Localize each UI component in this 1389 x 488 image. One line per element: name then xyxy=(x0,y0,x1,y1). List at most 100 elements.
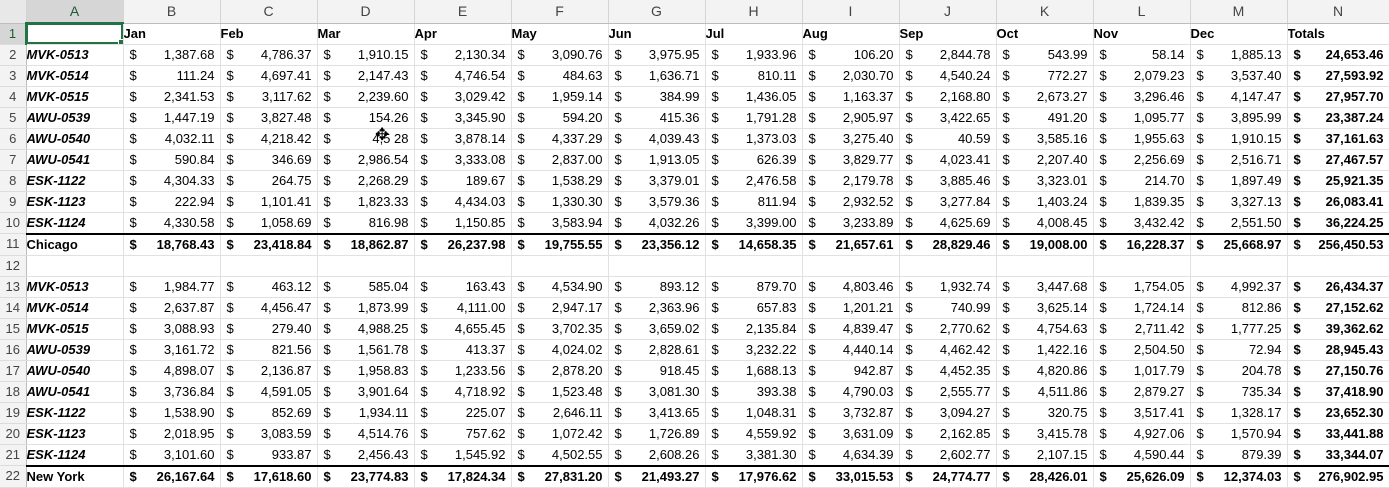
currency-cell[interactable]: $2,341.53 xyxy=(123,86,221,108)
row-header[interactable]: 21 xyxy=(0,444,27,466)
currency-cell[interactable]: $3,277.84 xyxy=(899,191,997,213)
currency-cell[interactable]: $27,593.92 xyxy=(1287,65,1389,87)
currency-cell[interactable]: $26,167.64 xyxy=(123,464,221,488)
currency-cell[interactable]: $222.94 xyxy=(123,191,221,213)
currency-cell[interactable]: $1,538.90 xyxy=(123,402,221,424)
item-code-cell[interactable]: AWU-0540 xyxy=(26,128,124,150)
currency-cell[interactable]: $1,101.41 xyxy=(220,191,318,213)
currency-cell[interactable]: $811.94 xyxy=(705,191,803,213)
currency-cell[interactable]: $2,147.43 xyxy=(317,65,415,87)
currency-cell[interactable]: $942.87 xyxy=(802,360,900,382)
empty-cell[interactable] xyxy=(802,255,900,277)
currency-cell[interactable]: $4,590.44 xyxy=(1093,444,1191,466)
currency-cell[interactable]: $1,823.33 xyxy=(317,191,415,213)
month-header-cell[interactable]: Feb xyxy=(220,23,318,45)
currency-cell[interactable]: $4,462.42 xyxy=(899,339,997,361)
currency-cell[interactable]: $543.99 xyxy=(996,44,1094,66)
currency-cell[interactable]: $1,403.24 xyxy=(996,191,1094,213)
currency-cell[interactable]: $2,932.52 xyxy=(802,191,900,213)
currency-cell[interactable]: $4,534.90 xyxy=(511,276,609,298)
currency-cell[interactable]: $12,374.03 xyxy=(1190,464,1288,488)
currency-cell[interactable]: $812.86 xyxy=(1190,297,1288,319)
currency-cell[interactable]: $4,718.92 xyxy=(414,381,512,403)
currency-cell[interactable]: $1,791.28 xyxy=(705,107,803,129)
currency-cell[interactable]: $4,032.11 xyxy=(123,128,221,150)
currency-cell[interactable]: $204.78 xyxy=(1190,360,1288,382)
item-code-cell[interactable]: ESK-1122 xyxy=(26,402,124,424)
currency-cell[interactable]: $3,296.46 xyxy=(1093,86,1191,108)
currency-cell[interactable]: $893.12 xyxy=(608,276,706,298)
item-code-cell[interactable]: ESK-1124 xyxy=(26,212,124,234)
row-header[interactable]: 7 xyxy=(0,149,27,171)
empty-cell[interactable] xyxy=(123,255,221,277)
currency-cell[interactable]: $3,233.89 xyxy=(802,212,900,234)
currency-cell[interactable]: $4,625.69 xyxy=(899,212,997,234)
currency-cell[interactable]: $2,711.42 xyxy=(1093,318,1191,340)
currency-cell[interactable]: $4,898.07 xyxy=(123,360,221,382)
currency-cell[interactable]: $735.34 xyxy=(1190,381,1288,403)
currency-cell[interactable]: $3,885.46 xyxy=(899,170,997,192)
currency-cell[interactable]: $1,934.11 xyxy=(317,402,415,424)
currency-cell[interactable]: $21,493.27 xyxy=(608,464,706,488)
row-header[interactable]: 9 xyxy=(0,191,27,213)
row-header[interactable]: 10 xyxy=(0,212,27,234)
currency-cell[interactable]: $28,426.01 xyxy=(996,464,1094,488)
row-header[interactable]: 11 xyxy=(0,233,27,256)
row-header[interactable]: 6 xyxy=(0,128,27,150)
currency-cell[interactable]: $413.37 xyxy=(414,339,512,361)
currency-cell[interactable]: $2,136.87 xyxy=(220,360,318,382)
currency-cell[interactable]: $3,447.68 xyxy=(996,276,1094,298)
currency-cell[interactable]: $2,079.23 xyxy=(1093,65,1191,87)
city-name-cell[interactable]: New York xyxy=(26,464,124,488)
currency-cell[interactable]: $3,117.62 xyxy=(220,86,318,108)
currency-cell[interactable]: $4,514.76 xyxy=(317,423,415,445)
column-header-c[interactable]: C xyxy=(220,0,318,24)
empty-cell[interactable] xyxy=(705,255,803,277)
empty-cell[interactable] xyxy=(608,255,706,277)
currency-cell[interactable]: $2,555.77 xyxy=(899,381,997,403)
column-header-a[interactable]: A xyxy=(26,0,124,24)
currency-cell[interactable]: $4,540.24 xyxy=(899,65,997,87)
currency-cell[interactable]: $3,232.22 xyxy=(705,339,803,361)
empty-cell[interactable] xyxy=(317,255,415,277)
currency-cell[interactable]: $154.26 xyxy=(317,107,415,129)
currency-cell[interactable]: $1,913.05 xyxy=(608,149,706,171)
column-header-j[interactable]: J xyxy=(899,0,997,24)
column-header-f[interactable]: F xyxy=(511,0,609,24)
currency-cell[interactable]: $384.99 xyxy=(608,86,706,108)
currency-cell[interactable]: $3,088.93 xyxy=(123,318,221,340)
currency-cell[interactable]: $1,373.03 xyxy=(705,128,803,150)
month-header-cell[interactable]: Oct xyxy=(996,23,1094,45)
currency-cell[interactable]: $2,673.27 xyxy=(996,86,1094,108)
currency-cell[interactable]: $17,824.34 xyxy=(414,464,512,488)
currency-cell[interactable]: $23,652.30 xyxy=(1287,402,1389,424)
currency-cell[interactable]: $276,902.95 xyxy=(1287,464,1389,488)
column-header-b[interactable]: B xyxy=(123,0,221,24)
currency-cell[interactable]: $3,827.48 xyxy=(220,107,318,129)
empty-cell[interactable] xyxy=(899,255,997,277)
currency-cell[interactable]: $214.70 xyxy=(1093,170,1191,192)
currency-cell[interactable]: $879.39 xyxy=(1190,444,1288,466)
currency-cell[interactable]: $2,879.27 xyxy=(1093,381,1191,403)
currency-cell[interactable]: $3,327.13 xyxy=(1190,191,1288,213)
currency-cell[interactable]: $3,625.14 xyxy=(996,297,1094,319)
currency-cell[interactable]: $2,239.60 xyxy=(317,86,415,108)
row-header[interactable]: 3 xyxy=(0,65,27,87)
currency-cell[interactable]: $2,268.29 xyxy=(317,170,415,192)
currency-cell[interactable]: $463.12 xyxy=(220,276,318,298)
item-code-cell[interactable]: ESK-1123 xyxy=(26,423,124,445)
column-header-h[interactable]: H xyxy=(705,0,803,24)
currency-cell[interactable]: $1,387.68 xyxy=(123,44,221,66)
currency-cell[interactable]: $1,163.37 xyxy=(802,86,900,108)
currency-cell[interactable]: $25,668.97 xyxy=(1190,232,1288,256)
currency-cell[interactable]: $18,862.87 xyxy=(317,232,415,256)
currency-cell[interactable]: $23,774.83 xyxy=(317,464,415,488)
currency-cell[interactable]: $585.04 xyxy=(317,276,415,298)
city-name-cell[interactable]: Chicago xyxy=(26,232,124,256)
currency-cell[interactable]: $3,029.42 xyxy=(414,86,512,108)
currency-cell[interactable]: $2,828.61 xyxy=(608,339,706,361)
currency-cell[interactable]: $1,932.74 xyxy=(899,276,997,298)
currency-cell[interactable]: $256,450.53 xyxy=(1287,232,1389,256)
currency-cell[interactable]: $3,732.87 xyxy=(802,402,900,424)
currency-cell[interactable]: $4,147.47 xyxy=(1190,86,1288,108)
